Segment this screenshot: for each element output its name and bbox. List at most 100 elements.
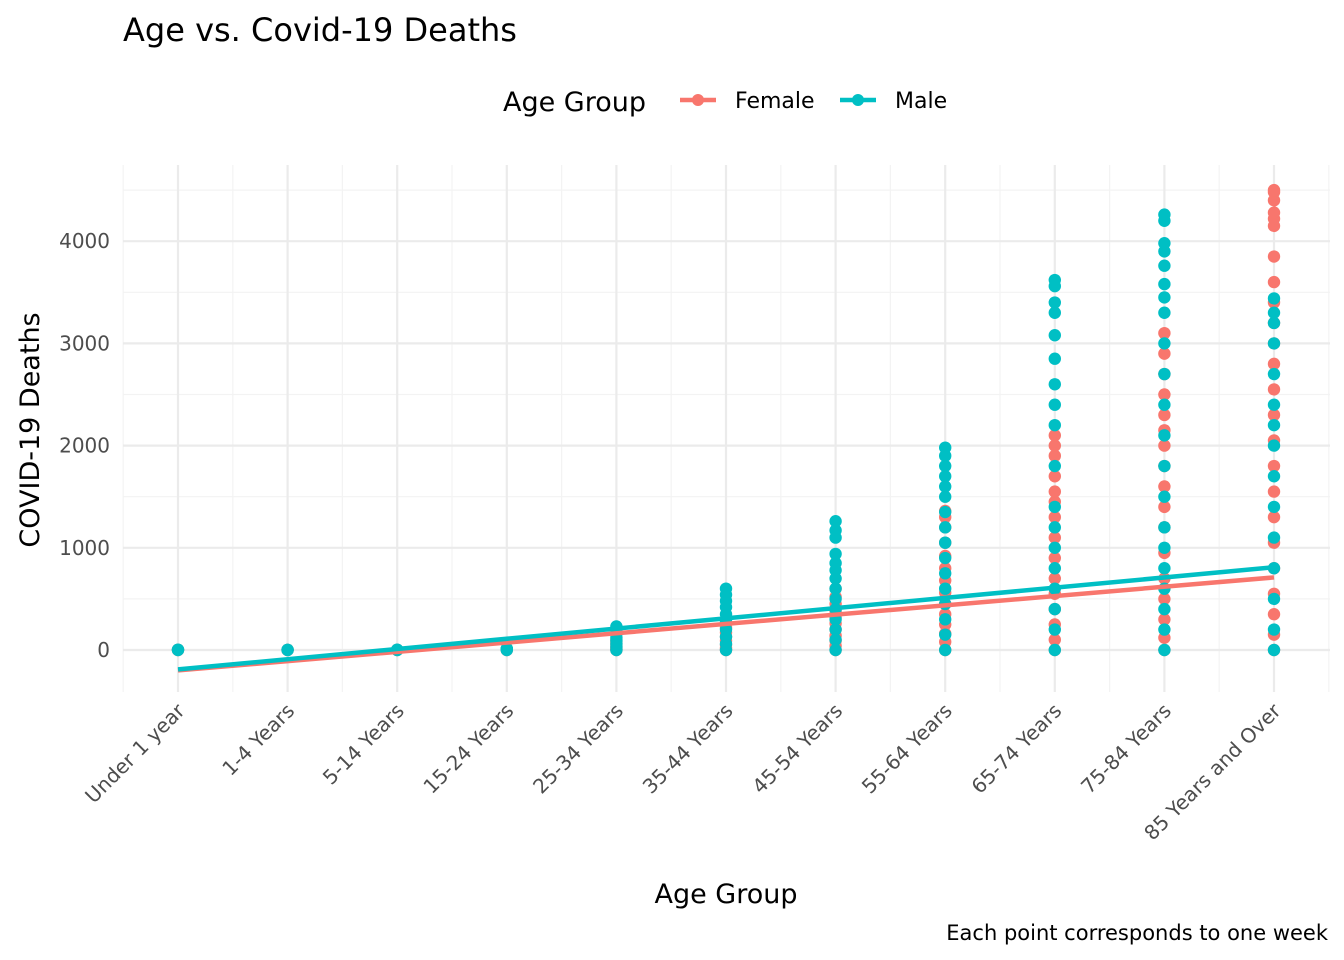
data-point [1267, 206, 1281, 219]
data-point [829, 547, 842, 561]
data-point [1267, 608, 1281, 621]
trend-layer [177, 564, 1275, 673]
data-point [1158, 398, 1171, 411]
data-point [939, 643, 952, 657]
data-point [829, 524, 842, 537]
legend-key-point [852, 94, 864, 106]
data-point [1267, 250, 1281, 263]
chart-title: Age vs. Covid-19 Deaths [123, 11, 517, 49]
data-point [939, 582, 952, 595]
data-point [829, 582, 842, 595]
data-point [1158, 388, 1171, 401]
data-point [1267, 459, 1281, 473]
data-point [1048, 429, 1062, 442]
data-point [1158, 347, 1171, 360]
data-point [1158, 439, 1171, 452]
data-point [1158, 562, 1171, 575]
data-point [1048, 273, 1062, 287]
y-axis-ticks: 0 1000 2000 3000 4000 [59, 229, 110, 662]
legend-label: Female [735, 89, 815, 114]
x-axis-ticks: Under 1 year 1-4 Years 5-14 Years 15-24 Yea… [80, 698, 1286, 845]
data-point [1048, 510, 1062, 524]
data-point [1048, 485, 1062, 498]
data-point [1048, 296, 1062, 309]
data-point [829, 633, 842, 646]
data-point [1048, 378, 1062, 391]
y-tick-label: 3000 [59, 331, 110, 355]
data-point [939, 628, 952, 641]
data-point [1267, 292, 1281, 305]
data-point [1158, 521, 1171, 534]
data-point [1267, 592, 1281, 606]
data-point [1267, 337, 1281, 350]
data-point [1267, 183, 1281, 197]
data-point [939, 567, 952, 580]
data-point [939, 551, 952, 565]
data-point [829, 623, 842, 636]
data-point [719, 582, 733, 595]
data-point [1158, 623, 1171, 636]
y-tick-label: 2000 [59, 434, 110, 458]
data-point [1158, 592, 1171, 606]
data-point [1158, 259, 1171, 272]
x-tick-label: 35-44 Years [638, 699, 738, 799]
data-point [829, 556, 842, 570]
data-point [1267, 510, 1281, 524]
data-point [1048, 531, 1062, 544]
data-point [1267, 439, 1281, 452]
x-tick-label: 55-64 Years [857, 699, 957, 799]
data-point [1267, 367, 1281, 381]
data-point [1267, 470, 1281, 483]
x-tick-label: 1-4 Years [217, 699, 299, 781]
data-point [829, 643, 842, 657]
data-point [1267, 408, 1281, 422]
data-point [1048, 521, 1062, 534]
data-point [1048, 470, 1062, 483]
caption: Each point corresponds to one week [946, 921, 1329, 945]
data-point [1267, 275, 1281, 289]
data-point [171, 643, 185, 656]
data-point [1048, 449, 1062, 463]
data-point [1158, 326, 1171, 340]
data-point [939, 480, 952, 493]
data-point [1158, 541, 1171, 554]
legend-item: Male [840, 89, 947, 114]
x-tick-label: 25-34 Years [528, 699, 628, 799]
trend-line [177, 564, 1275, 672]
data-point [1158, 237, 1171, 250]
data-point [281, 643, 294, 656]
data-point [1267, 398, 1281, 411]
data-point [939, 470, 952, 483]
data-point [1267, 306, 1281, 319]
data-point [1158, 367, 1171, 381]
data-point [1048, 562, 1062, 575]
x-tick-label: Under 1 year [80, 698, 190, 808]
legend-item: Female [680, 89, 815, 114]
y-tick-label: 0 [97, 638, 110, 662]
data-point [1048, 572, 1062, 585]
data-point [1267, 531, 1281, 544]
data-point [1158, 306, 1171, 319]
data-point [1048, 541, 1062, 554]
legend-items: Female Male [680, 89, 947, 114]
data-point [1158, 337, 1171, 350]
data-point [1048, 633, 1062, 646]
data-point [939, 521, 952, 534]
data-point [1267, 357, 1281, 371]
data-point [829, 515, 842, 528]
data-point [1267, 643, 1281, 657]
x-tick-label: 65-74 Years [966, 699, 1066, 799]
data-point [939, 613, 952, 626]
data-point [1048, 551, 1062, 565]
data-point [1267, 623, 1281, 636]
point-layer [171, 183, 1281, 657]
x-tick-label: 45-54 Years [747, 699, 847, 799]
data-point [1048, 500, 1062, 514]
data-point [1048, 352, 1062, 365]
data-point [1267, 383, 1281, 396]
x-tick-label: 75-84 Years [1076, 699, 1176, 799]
data-point [939, 505, 952, 519]
data-point [1158, 602, 1171, 616]
data-point [500, 642, 513, 655]
data-point [1048, 602, 1062, 616]
